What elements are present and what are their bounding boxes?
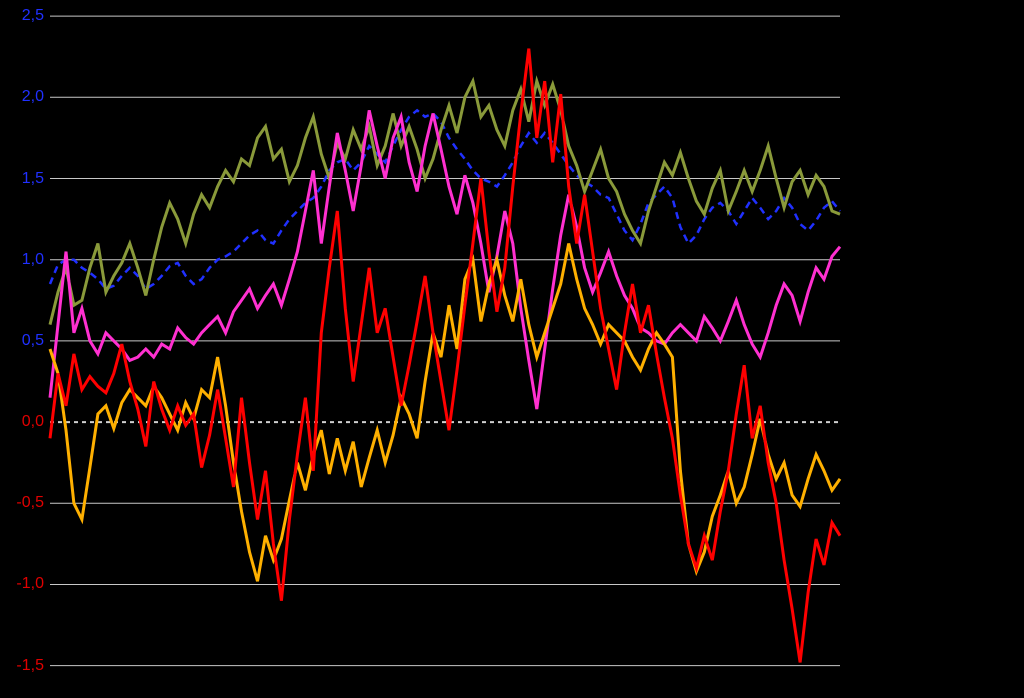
series-magenta <box>50 110 840 409</box>
y-tick-label: 0,0 <box>22 413 44 431</box>
y-tick-label: 2,0 <box>22 88 44 106</box>
series-layer <box>0 0 1024 698</box>
y-tick-label: -0,5 <box>16 494 44 512</box>
y-tick-label: 2,5 <box>22 7 44 25</box>
y-tick-label: 0,5 <box>22 332 44 350</box>
y-tick-label: 1,5 <box>22 170 44 188</box>
series-blue-dashed <box>50 110 840 289</box>
series-red <box>50 49 840 663</box>
line-chart: 2,5 2,0 1,5 1,0 0,5 0,0 -0,5 -1,0 -1,5 <box>0 0 1024 698</box>
y-tick-label: -1,5 <box>16 657 44 675</box>
y-tick-label: 1,0 <box>22 251 44 269</box>
y-tick-label: -1,0 <box>16 575 44 593</box>
